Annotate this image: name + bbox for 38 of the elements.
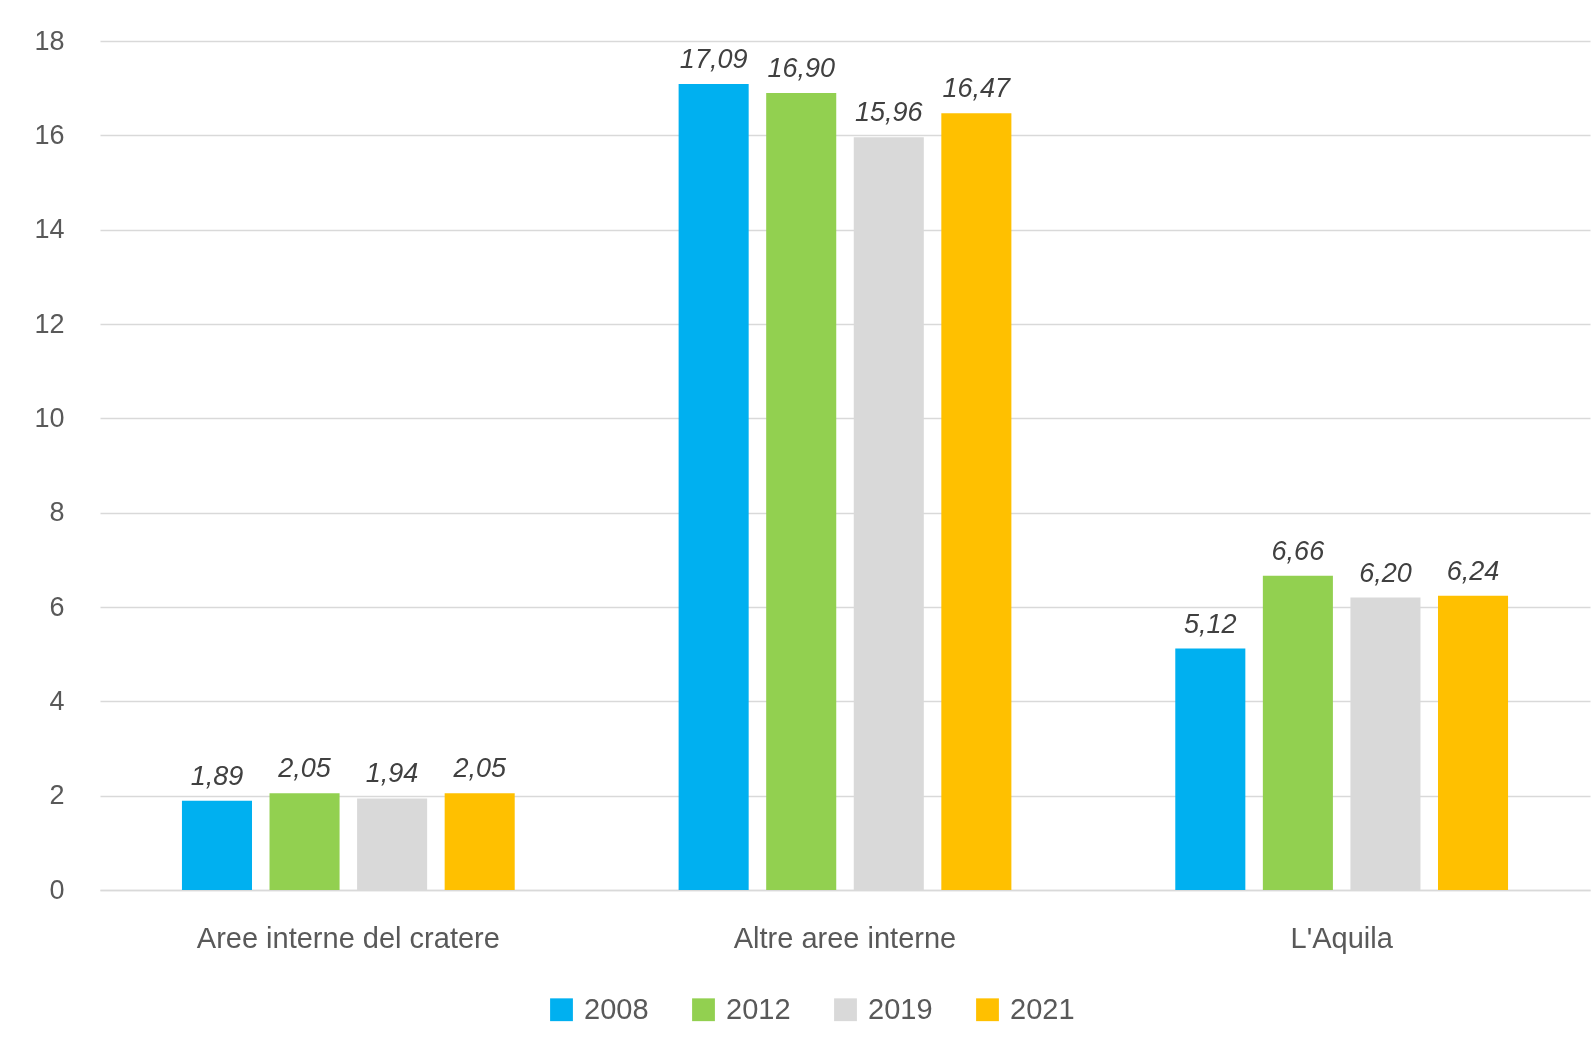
y-tick-label: 18: [34, 25, 65, 56]
data-label: 5,12: [1184, 608, 1237, 639]
data-label: 6,66: [1271, 535, 1326, 566]
legend-label: 2012: [726, 992, 791, 1025]
legend-label: 2019: [868, 992, 933, 1025]
y-tick-label: 0: [49, 874, 65, 905]
data-label: 16,90: [767, 52, 835, 83]
data-label: 6,20: [1359, 557, 1412, 588]
x-tick-label: L'Aquila: [1290, 921, 1394, 954]
bar: [269, 793, 340, 890]
data-label: 2,05: [452, 753, 507, 784]
bar: [1175, 648, 1246, 890]
x-tick-label: Altre aree interne: [733, 921, 957, 954]
data-label: 16,47: [942, 73, 1012, 104]
data-label: 1,89: [190, 760, 244, 791]
bar: [941, 113, 1012, 890]
bar: [678, 83, 749, 890]
data-label: 2,05: [277, 753, 332, 784]
legend-label: 2021: [1010, 992, 1075, 1025]
y-tick-label: 8: [49, 497, 65, 528]
legend-label: 2008: [584, 992, 649, 1025]
data-label: 15,96: [855, 97, 924, 128]
y-tick-label: 14: [34, 214, 65, 245]
data-label: 17,09: [679, 43, 748, 74]
bar: [444, 793, 515, 890]
y-tick-label: 10: [34, 402, 65, 433]
bar: [181, 800, 253, 890]
bar: [1437, 595, 1509, 890]
bar: [1262, 575, 1333, 890]
y-tick-label: 16: [34, 119, 65, 150]
y-tick-label: 12: [34, 308, 65, 339]
y-tick-label: 4: [49, 685, 65, 716]
bar: [766, 92, 837, 890]
data-label: 6,24: [1446, 555, 1500, 586]
data-label: 1,94: [365, 758, 419, 789]
x-tick-label: Aree interne del cratere: [196, 921, 500, 954]
y-tick-label: 2: [49, 780, 65, 811]
y-tick-label: 6: [49, 591, 65, 622]
